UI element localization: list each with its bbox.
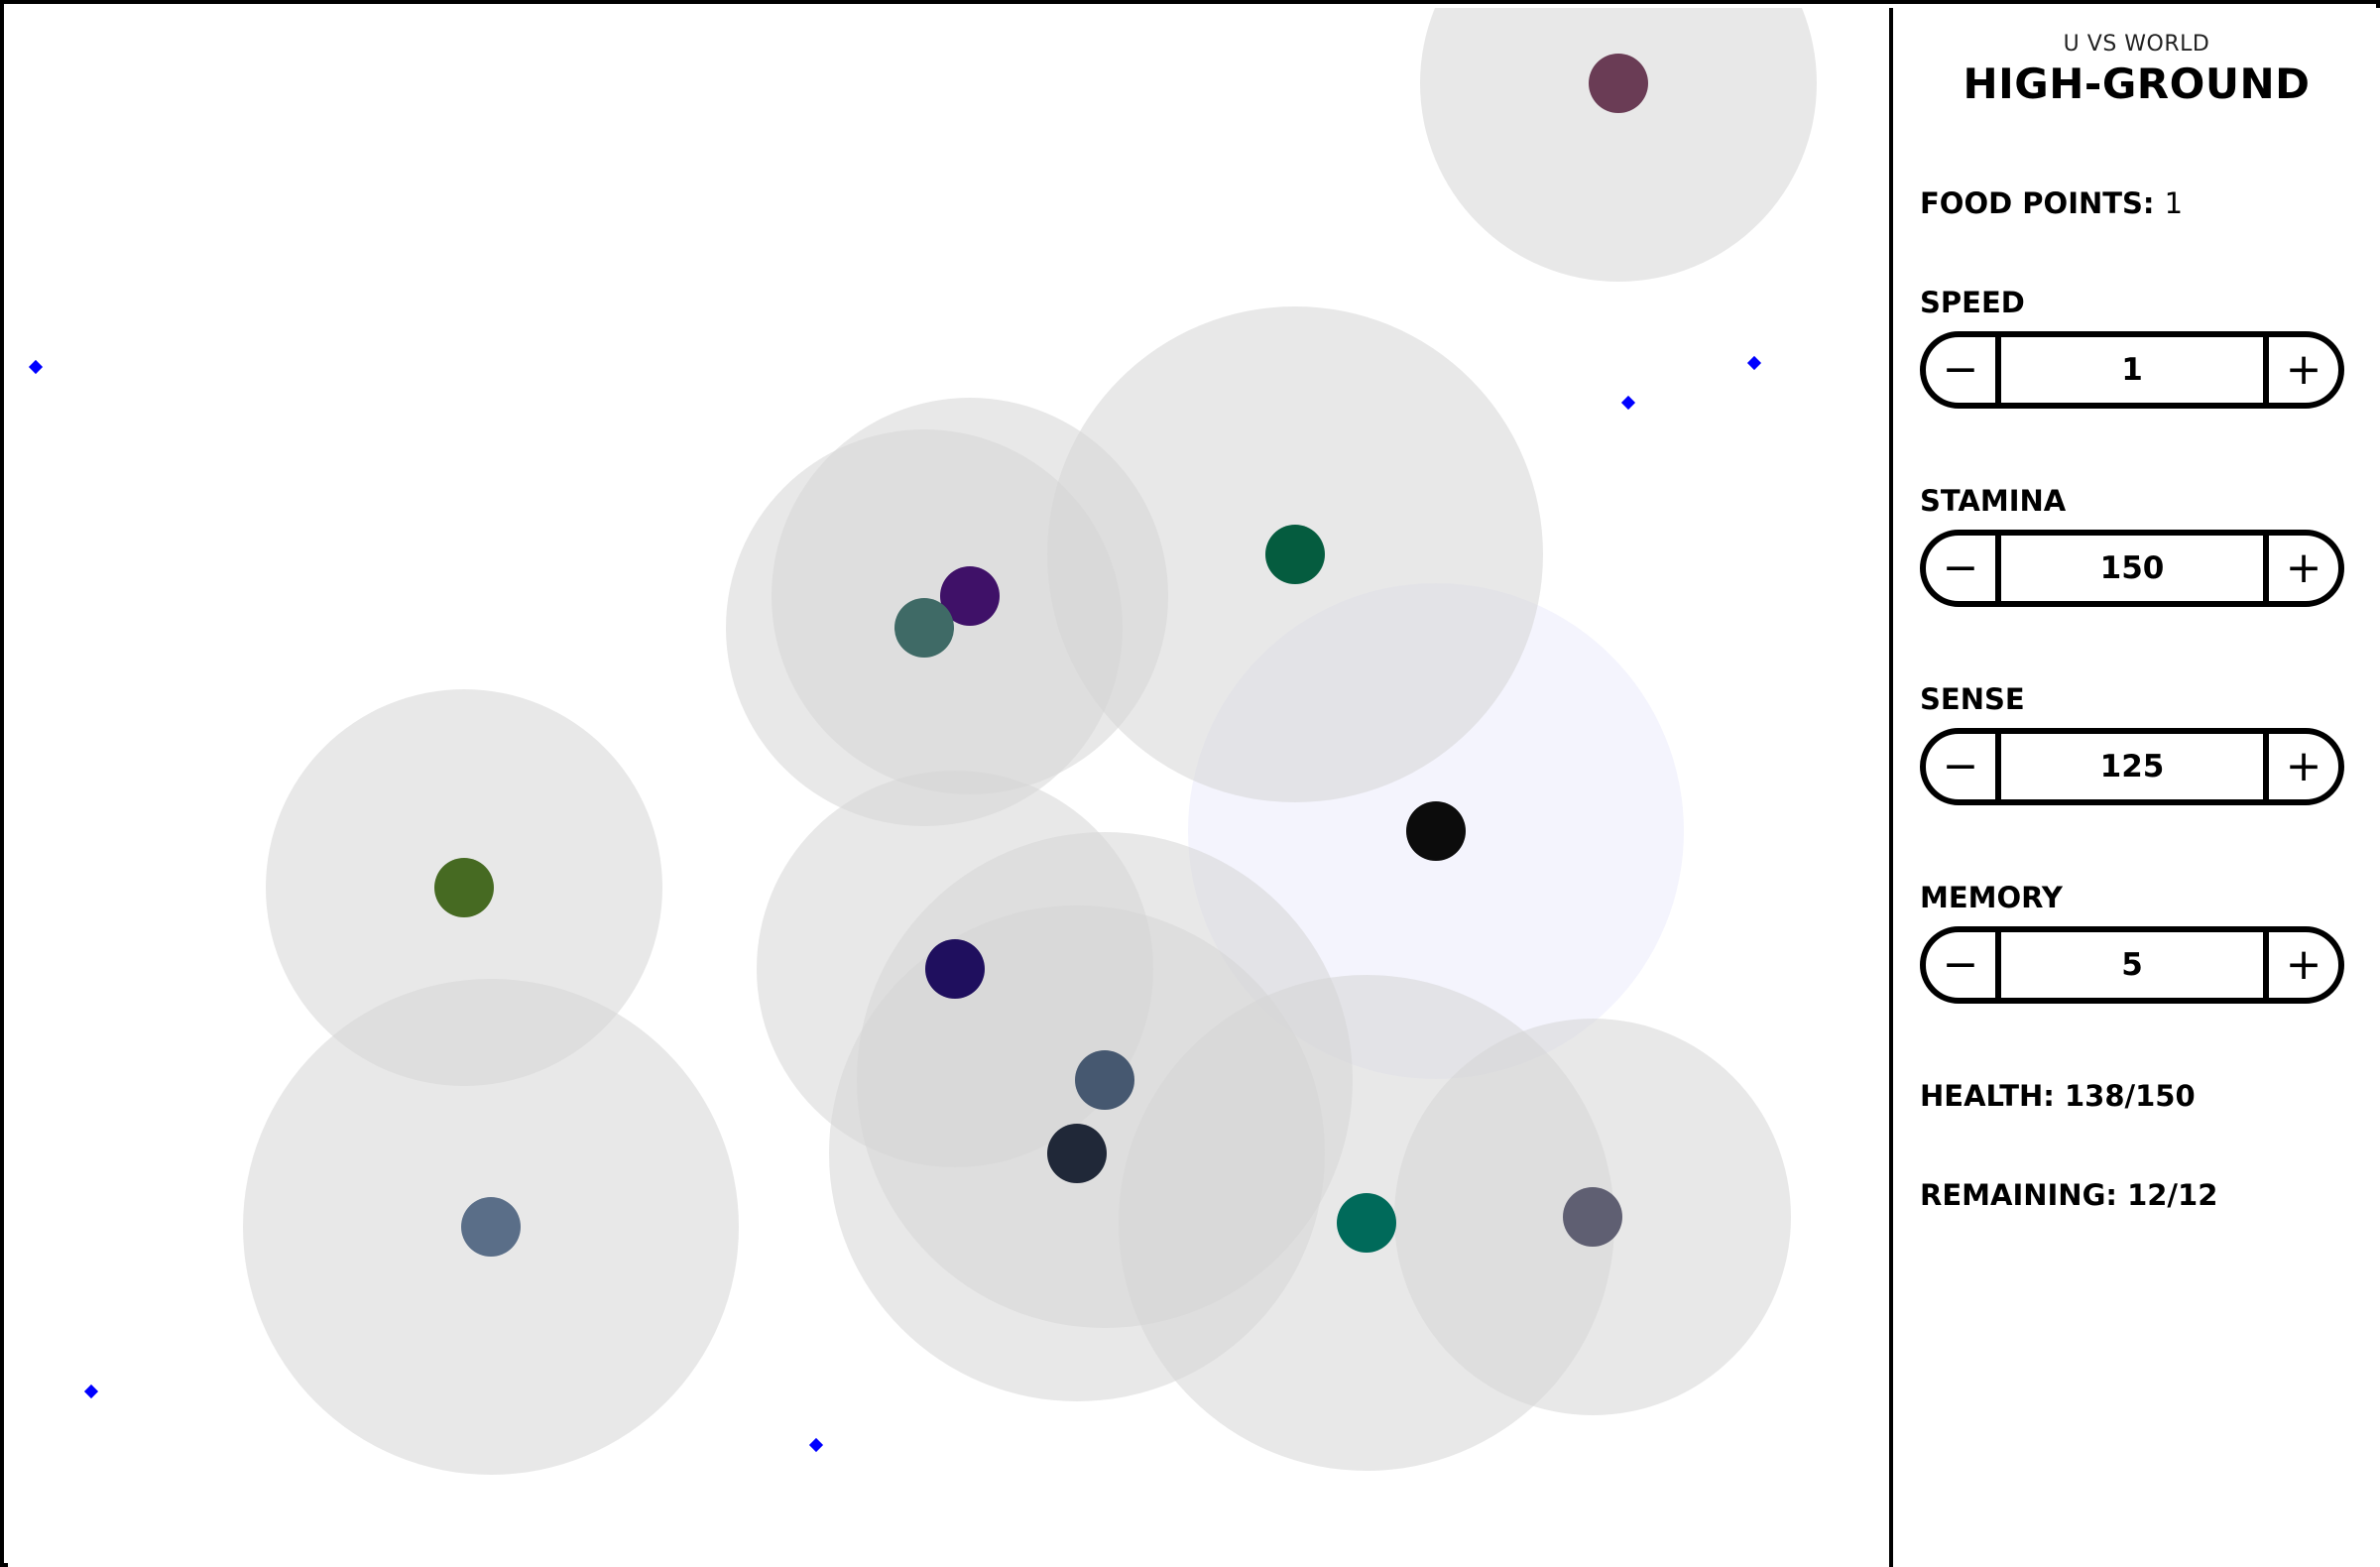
creature [461, 1197, 521, 1257]
creature-sense-radius [1420, 8, 1817, 282]
stamina-stepper: − 150 + [1920, 530, 2344, 607]
food-points-label: FOOD POINTS: [1920, 186, 2155, 220]
creature [1047, 1124, 1107, 1183]
memory-increase-button[interactable]: + [2263, 932, 2338, 998]
health-value: 138/150 [2064, 1079, 2196, 1113]
creature-layer [434, 54, 1648, 1257]
stamina-increase-button[interactable]: + [2263, 536, 2338, 601]
sense-value: 125 [2099, 749, 2165, 784]
memory-stepper: − 5 + [1920, 926, 2344, 1004]
food-pellet [28, 359, 44, 375]
creature [1563, 1187, 1622, 1247]
speed-decrease-button[interactable]: − [1926, 337, 2001, 403]
food-pellet [83, 1384, 99, 1399]
creature [1265, 525, 1325, 584]
brand-subtitle: U VS WORLD [2063, 32, 2210, 57]
speed-increase-button[interactable]: + [2263, 337, 2338, 403]
sense-increase-button[interactable]: + [2263, 734, 2338, 799]
player-creature [1406, 801, 1466, 861]
memory-label: MEMORY [1920, 881, 2063, 914]
remaining-stat: REMAINING: 12/12 [1920, 1178, 2217, 1212]
stamina-value: 150 [2099, 550, 2165, 586]
sense-radius-layer [243, 8, 1817, 1475]
game-title: HIGH-GROUND [1963, 60, 2311, 108]
memory-value: 5 [2121, 947, 2143, 983]
creature [434, 858, 494, 917]
sense-stepper: − 125 + [1920, 728, 2344, 805]
speed-stepper: − 1 + [1920, 331, 2344, 409]
stamina-label: STAMINA [1920, 484, 2067, 518]
creature [940, 566, 1000, 626]
speed-label: SPEED [1920, 286, 2025, 319]
food-points-stat: FOOD POINTS: 1 [1920, 186, 2183, 220]
food-pellet [808, 1437, 824, 1453]
food-points-value: 1 [2164, 186, 2184, 220]
health-label: HEALTH: [1920, 1079, 2055, 1113]
creature [1337, 1193, 1396, 1253]
sense-decrease-button[interactable]: − [1926, 734, 2001, 799]
creature [894, 598, 954, 658]
creature [1589, 54, 1648, 113]
food-pellet [1620, 395, 1636, 411]
sense-label: SENSE [1920, 682, 2025, 716]
game-world[interactable] [8, 8, 1889, 1567]
memory-decrease-button[interactable]: − [1926, 932, 2001, 998]
speed-value: 1 [2121, 352, 2143, 388]
stats-panel: U VS WORLD HIGH-GROUND FOOD POINTS: 1 SP… [1889, 8, 2380, 1567]
creature [1075, 1050, 1134, 1110]
food-layer [28, 355, 1762, 1453]
creature [925, 939, 985, 999]
remaining-value: 12/12 [2127, 1178, 2218, 1212]
health-stat: HEALTH: 138/150 [1920, 1079, 2196, 1113]
stamina-decrease-button[interactable]: − [1926, 536, 2001, 601]
world-canvas [28, 8, 1817, 1475]
food-pellet [1746, 355, 1762, 371]
remaining-label: REMAINING: [1920, 1178, 2117, 1212]
